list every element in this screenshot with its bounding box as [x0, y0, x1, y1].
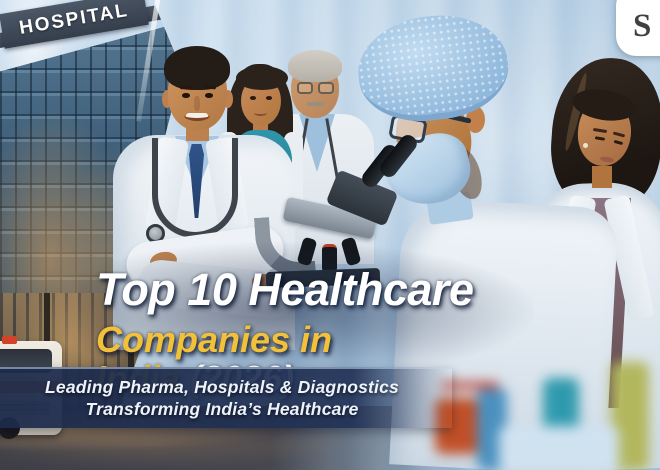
- eye: [182, 93, 190, 98]
- mustache: [307, 102, 324, 106]
- eyeglasses-lens: [297, 82, 313, 94]
- scientist-ear: [466, 106, 485, 133]
- glassware-blob: [499, 426, 619, 470]
- brand-badge: S: [616, 0, 660, 56]
- brand-badge-letter: S: [633, 8, 652, 44]
- ambulance-light: [2, 336, 17, 344]
- eyeglasses-lens: [318, 82, 334, 94]
- glassware-blob: [441, 382, 499, 389]
- lab-glassware-blur: [415, 340, 660, 470]
- subtitle-band: Leading Pharma, Hospitals & Diagnostics …: [0, 367, 452, 428]
- smile: [184, 110, 210, 121]
- eye: [266, 96, 272, 100]
- nose: [194, 96, 200, 111]
- female-scientist-neck: [592, 166, 612, 188]
- earring: [583, 143, 588, 148]
- female-doctor-fringe: [236, 66, 288, 90]
- ear: [223, 90, 233, 108]
- title-line1: Top 10 Healthcare: [96, 264, 474, 315]
- male-doctor-hair: [164, 46, 230, 90]
- stethoscope: [152, 138, 238, 238]
- subtitle-line1: Leading Pharma, Hospitals & Diagnostics: [45, 377, 399, 397]
- title-shadow-overlay: [78, 242, 534, 378]
- ear: [162, 90, 172, 108]
- eye: [205, 93, 213, 98]
- smile: [254, 110, 267, 116]
- senior-doctor-hair: [288, 50, 342, 82]
- eye: [250, 96, 256, 100]
- subtitle-line2: Transforming India’s Healthcare: [85, 399, 359, 419]
